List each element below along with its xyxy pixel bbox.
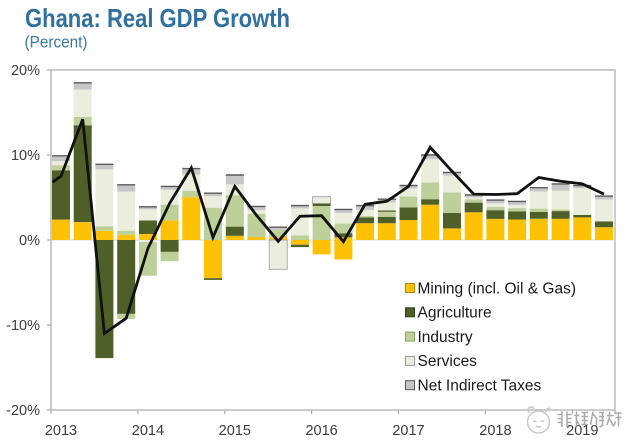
svg-text:(Percent): (Percent) [25, 34, 88, 52]
svg-text:2015: 2015 [219, 423, 251, 439]
svg-text:2014: 2014 [132, 423, 164, 439]
svg-text:-10%: -10% [6, 318, 40, 334]
svg-text:10%: 10% [11, 148, 40, 164]
svg-text:2018: 2018 [479, 423, 511, 439]
svg-text:20%: 20% [11, 63, 40, 79]
svg-text:2013: 2013 [45, 423, 77, 439]
svg-text:Net Indirect Taxes: Net Indirect Taxes [418, 378, 542, 395]
svg-text:2016: 2016 [305, 423, 337, 439]
svg-text:Agriculture: Agriculture [418, 305, 492, 322]
svg-text:Services: Services [418, 353, 478, 370]
svg-text:Industry: Industry [418, 329, 473, 346]
svg-text:Ghana: Real GDP Growth: Ghana: Real GDP Growth [25, 3, 290, 33]
svg-text:0%: 0% [19, 233, 40, 249]
svg-text:2019: 2019 [566, 423, 598, 439]
svg-text:2017: 2017 [392, 423, 424, 439]
svg-text:-20%: -20% [6, 403, 40, 419]
svg-text:Mining (incl. Oil & Gas): Mining (incl. Oil & Gas) [418, 280, 576, 297]
